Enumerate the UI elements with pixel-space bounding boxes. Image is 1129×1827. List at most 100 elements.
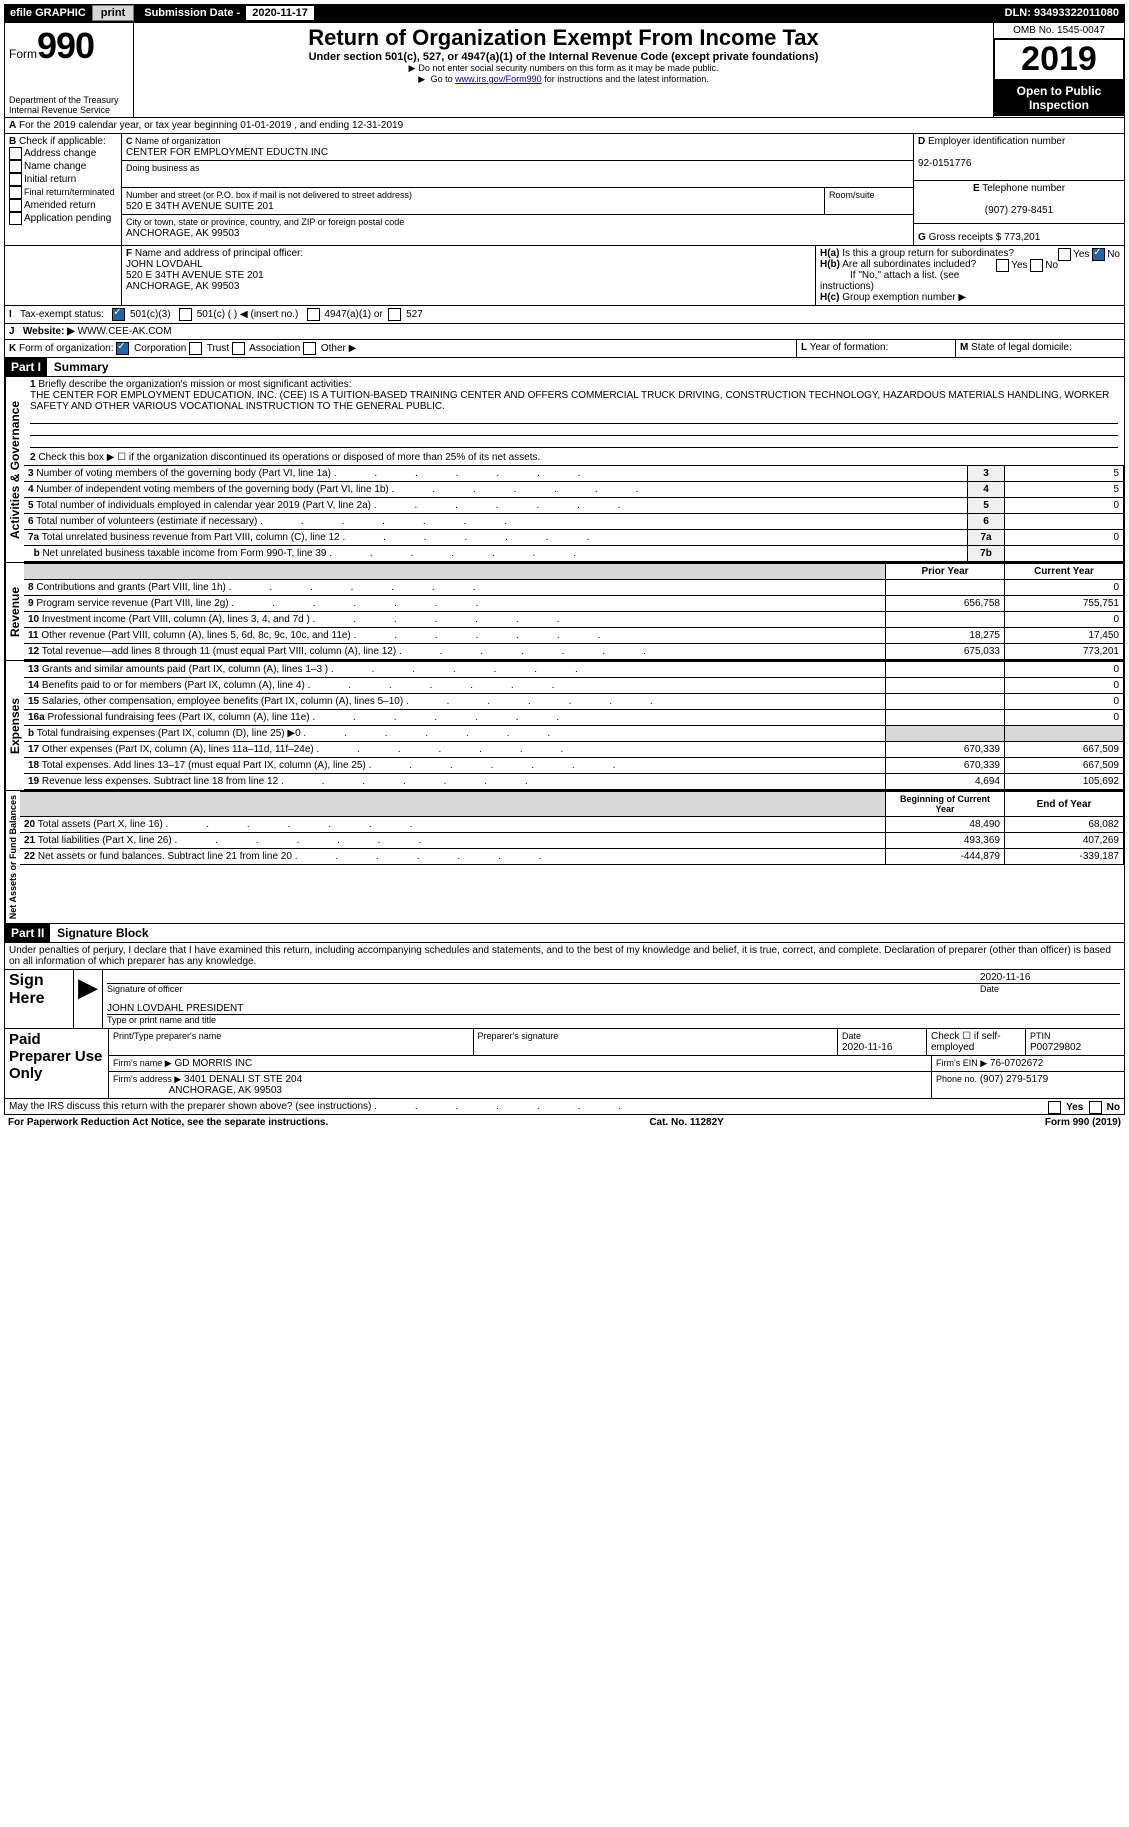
line-7a: Total unrelated business revenue from Pa…: [42, 532, 340, 543]
val-4: 5: [1005, 482, 1124, 498]
ha-yes[interactable]: [1058, 248, 1071, 261]
checkbox-initial-return[interactable]: [9, 173, 22, 186]
table-row: 22 Net assets or fund balances. Subtract…: [20, 849, 1124, 865]
opt-trust: Trust: [207, 343, 229, 354]
form-word: Form: [9, 47, 37, 61]
cb-4947[interactable]: [307, 308, 320, 321]
sidebar-netassets: Net Assets or Fund Balances: [5, 791, 20, 923]
tax-status-label: Tax-exempt status:: [20, 309, 104, 320]
yes-text: Yes: [1073, 249, 1089, 260]
form-header: Form990 Department of the Treasury Inter…: [4, 22, 1125, 118]
year-formation-label: Year of formation:: [810, 342, 889, 353]
type-name-label: Type or print name and title: [107, 1015, 216, 1025]
mayirs-no[interactable]: [1089, 1101, 1102, 1114]
cb-assoc[interactable]: [232, 342, 245, 355]
checkbox-final-return[interactable]: [9, 186, 22, 199]
table-row: 18 Total expenses. Add lines 13–17 (must…: [24, 758, 1124, 774]
hb-label: Are all subordinates included?: [842, 259, 976, 270]
table-row: 20 Total assets (Part X, line 16) 48,490…: [20, 817, 1124, 833]
sidebar-revenue: Revenue: [5, 563, 24, 660]
org-name: CENTER FOR EMPLOYMENT EDUCTN INC: [126, 147, 328, 158]
opt-amended: Amended return: [24, 200, 96, 211]
officer-name-title: JOHN LOVDAHL PRESIDENT: [107, 1003, 243, 1014]
line-6: Total number of volunteers (estimate if …: [36, 516, 257, 527]
line-7b: Net unrelated business taxable income fr…: [42, 548, 326, 559]
ein-label: Employer identification number: [928, 136, 1065, 147]
hdr-curr: Current Year: [1034, 566, 1094, 577]
line-4: Number of independent voting members of …: [36, 484, 388, 495]
checkbox-name-change[interactable]: [9, 160, 22, 173]
firm-addr1: 3401 DENALI ST STE 204: [184, 1074, 302, 1085]
opt-assoc: Association: [249, 343, 300, 354]
firm-addr2: ANCHORAGE, AK 99503: [169, 1085, 282, 1096]
tax-year: 2019: [994, 39, 1124, 80]
section-i: I Tax-exempt status: 501(c)(3) 501(c) ( …: [4, 306, 1125, 324]
checkbox-address-change[interactable]: [9, 147, 22, 160]
cb-other[interactable]: [303, 342, 316, 355]
form-ref: Form 990 (2019): [1045, 1117, 1121, 1128]
firm-phone: (907) 279-5179: [980, 1074, 1048, 1085]
sign-here-block: Sign Here ▶ Signature of officer 2020-11…: [4, 970, 1125, 1029]
print-button[interactable]: print: [92, 5, 134, 21]
opt-501c: 501(c) ( ) ◀ (insert no.): [197, 309, 299, 320]
table-row: 12 Total revenue—add lines 8 through 11 …: [24, 644, 1124, 660]
efile-label: efile GRAPHIC: [4, 7, 92, 19]
val-3: 5: [1005, 466, 1124, 482]
table-row: 17 Other expenses (Part IX, column (A), …: [24, 742, 1124, 758]
paid-preparer-label: Paid Preparer Use Only: [5, 1029, 109, 1098]
cb-corp[interactable]: [116, 342, 129, 355]
line-a: A For the 2019 calendar year, or tax yea…: [4, 118, 1125, 134]
irs-link[interactable]: www.irs.gov/Form990: [455, 74, 542, 84]
officer-name: JOHN LOVDAHL: [126, 259, 203, 270]
part-ii-header-row: Part II Signature Block: [4, 924, 1125, 943]
domicile-label: State of legal domicile:: [971, 342, 1072, 353]
phone-value: (907) 279-8451: [985, 205, 1053, 216]
may-irs-text: May the IRS discuss this return with the…: [9, 1101, 371, 1112]
firm-ein: 76-0702672: [990, 1058, 1043, 1069]
officer-addr1: 520 E 34TH AVENUE STE 201: [126, 270, 264, 281]
gross-label: Gross receipts $: [929, 232, 1002, 243]
checkbox-app-pending[interactable]: [9, 212, 22, 225]
b-label: Check if applicable:: [19, 136, 106, 147]
form-990-num: 990: [37, 25, 94, 66]
omb-number: OMB No. 1545-0047: [994, 23, 1124, 39]
note-ssn: Do not enter social security numbers on …: [138, 63, 989, 74]
self-employed-label: Check ☐ if self-employed: [927, 1029, 1026, 1055]
opt-corp: Corporation: [134, 343, 186, 354]
officer-addr2: ANCHORAGE, AK 99503: [126, 281, 239, 292]
ha-label: Is this a group return for subordinates?: [842, 248, 1014, 259]
firm-name-label: Firm's name ▶: [113, 1058, 172, 1068]
sidebar-expenses: Expenses: [5, 661, 24, 790]
hb-no[interactable]: [1030, 259, 1043, 272]
cb-501c3[interactable]: [112, 308, 125, 321]
hb-yes[interactable]: [996, 259, 1009, 272]
ha-no[interactable]: [1092, 248, 1105, 261]
checkbox-amended[interactable]: [9, 199, 22, 212]
mayirs-yes[interactable]: [1048, 1101, 1061, 1114]
room-label: Room/suite: [829, 190, 875, 200]
opt-pending: Application pending: [24, 213, 111, 224]
sidebar-activities: Activities & Governance: [5, 377, 24, 562]
hdr-begin: Beginning of Current Year: [900, 794, 990, 814]
section-b-g: B Check if applicable: Address change Na…: [4, 134, 1125, 246]
revenue-section: Revenue Prior YearCurrent Year 8 Contrib…: [4, 563, 1125, 661]
prep-date-val: 2020-11-16: [842, 1042, 892, 1053]
section-j: J Website: ▶ WWW.CEE-AK.COM: [4, 324, 1125, 340]
firm-phone-label: Phone no.: [936, 1074, 977, 1084]
dba-label: Doing business as: [126, 163, 200, 173]
revenue-table: Prior YearCurrent Year 8 Contributions a…: [24, 563, 1124, 660]
gross-value: 773,201: [1004, 232, 1040, 243]
part-i-title: Summary: [54, 360, 109, 374]
yes-text3: Yes: [1066, 1102, 1083, 1113]
org-form-label: Form of organization:: [19, 343, 114, 354]
cat-no: Cat. No. 11282Y: [649, 1117, 723, 1128]
sig-officer-label: Signature of officer: [107, 984, 182, 994]
opt-501c3: 501(c)(3): [130, 309, 171, 320]
table-row: 15 Salaries, other compensation, employe…: [24, 694, 1124, 710]
declaration: Under penalties of perjury, I declare th…: [4, 943, 1125, 970]
opt-name-change: Name change: [24, 161, 86, 172]
cb-501c[interactable]: [179, 308, 192, 321]
cb-trust[interactable]: [189, 342, 202, 355]
cb-527[interactable]: [388, 308, 401, 321]
may-irs-row: May the IRS discuss this return with the…: [4, 1099, 1125, 1115]
